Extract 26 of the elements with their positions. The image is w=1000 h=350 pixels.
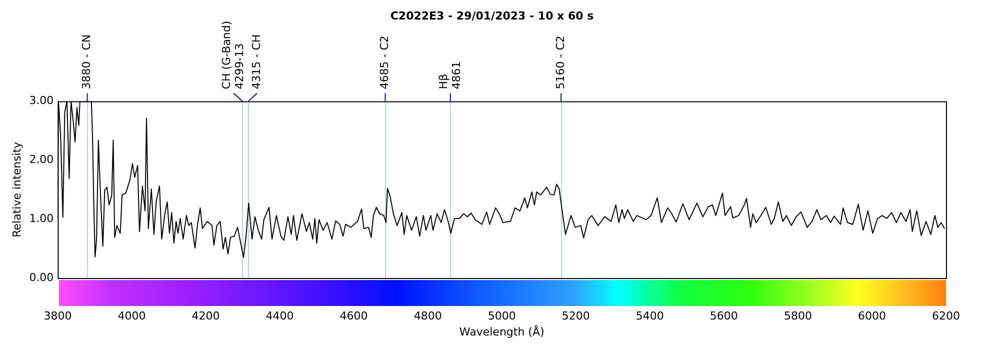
x-tick-label: 4400 (266, 309, 294, 322)
ref-line-label: 4685 - C2 (378, 36, 392, 90)
ref-line-label: Hβ 4861 (436, 61, 463, 90)
x-tick-label: 4800 (414, 309, 442, 322)
y-tick-label: 2.00 (29, 152, 54, 166)
y-axis-title: Relative intensity (10, 141, 24, 238)
x-tick-label: 5800 (784, 309, 812, 322)
x-tick-label: 3800 (44, 309, 72, 322)
x-axis-title: Wavelength (Å) (459, 324, 544, 338)
ref-line-label: CH (G-Band) 4299-13 (220, 20, 246, 90)
ref-line-label: 5160 - C2 (554, 36, 567, 90)
x-tick-label: 4200 (192, 309, 220, 322)
x-tick-label: 5000 (488, 309, 516, 322)
ref-line-label: 4315 - CH (250, 34, 263, 90)
y-tick-label: 1.00 (29, 212, 54, 225)
x-tick-label: 5400 (636, 309, 664, 322)
x-tick-label: 4000 (118, 309, 146, 322)
y-tick-label: 0.00 (29, 270, 54, 284)
x-tick-label: 5600 (710, 309, 738, 322)
x-tick-label: 6200 (932, 309, 960, 322)
x-tick-label: 6000 (858, 309, 886, 322)
x-tick-label: 4600 (340, 309, 368, 322)
y-tick-label: 3.00 (29, 94, 54, 108)
ref-line-label: 3880 - CN (80, 34, 94, 90)
x-tick-label: 5200 (562, 309, 590, 322)
chart-title: C2022E3 - 29/01/2023 - 10 x 60 s (390, 9, 594, 22)
